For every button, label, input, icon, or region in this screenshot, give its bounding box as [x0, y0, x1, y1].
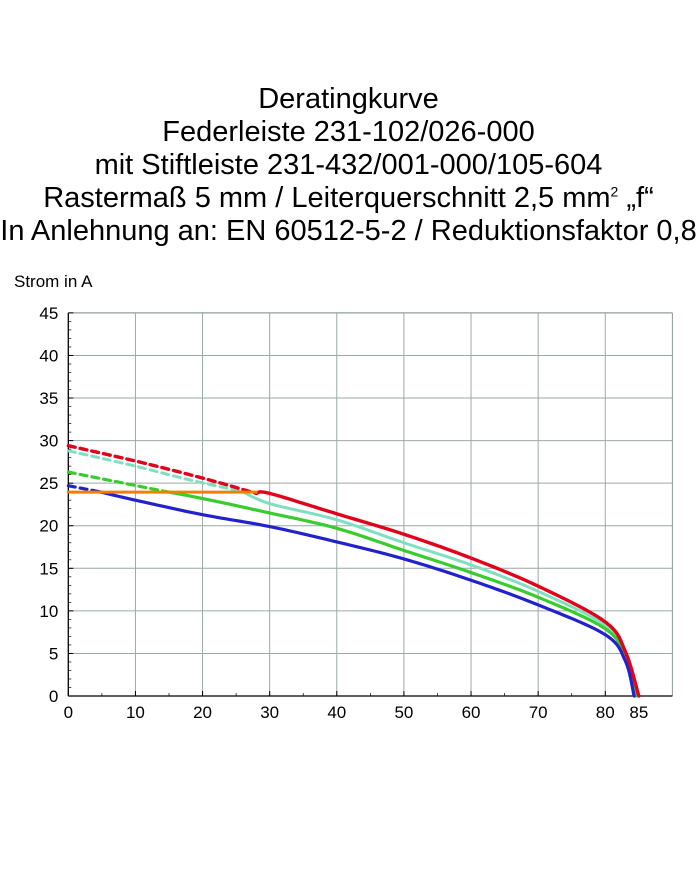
- svg-text:70: 70: [529, 703, 548, 722]
- svg-text:45: 45: [39, 304, 58, 323]
- svg-text:40: 40: [327, 703, 346, 722]
- svg-text:20: 20: [39, 517, 58, 536]
- svg-text:0: 0: [49, 687, 58, 706]
- svg-text:85: 85: [629, 703, 648, 722]
- svg-text:80: 80: [596, 703, 615, 722]
- svg-text:0: 0: [64, 703, 73, 722]
- svg-text:30: 30: [260, 703, 279, 722]
- svg-text:15: 15: [39, 559, 58, 578]
- svg-text:40: 40: [39, 346, 58, 365]
- svg-text:30: 30: [39, 432, 58, 451]
- svg-text:50: 50: [394, 703, 413, 722]
- svg-text:25: 25: [39, 474, 58, 493]
- svg-text:5: 5: [49, 644, 58, 663]
- svg-text:60: 60: [462, 703, 481, 722]
- svg-text:35: 35: [39, 389, 58, 408]
- svg-text:10: 10: [126, 703, 145, 722]
- svg-text:20: 20: [193, 703, 212, 722]
- svg-text:10: 10: [39, 602, 58, 621]
